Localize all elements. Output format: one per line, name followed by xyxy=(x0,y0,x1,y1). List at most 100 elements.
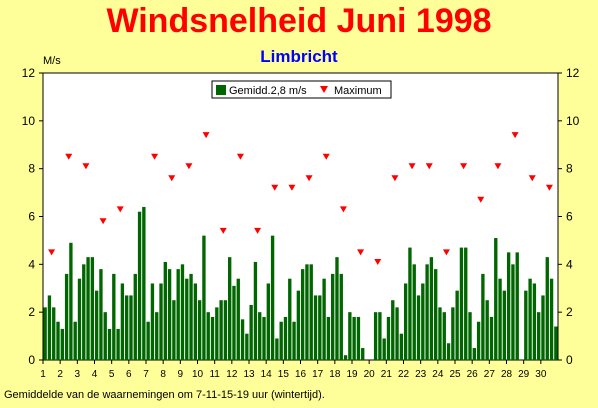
bar xyxy=(94,290,99,360)
maximum-marker xyxy=(322,153,330,160)
bar xyxy=(133,273,137,360)
x-tick-label: 2 xyxy=(57,369,63,380)
bar xyxy=(283,316,288,360)
bar xyxy=(554,326,558,360)
bar xyxy=(403,283,408,360)
maximum-marker xyxy=(151,153,159,160)
x-tick-label: 6 xyxy=(126,369,132,380)
maximum-series xyxy=(48,132,553,265)
bar xyxy=(386,316,391,360)
legend-box xyxy=(211,80,392,99)
bar xyxy=(438,307,442,360)
x-tick-label: 4 xyxy=(92,369,98,380)
x-tick-label: 22 xyxy=(398,369,410,380)
bar xyxy=(485,300,489,360)
bar xyxy=(279,321,283,360)
bar xyxy=(339,273,343,360)
chart-title: Windsnelheid Juni 1998 xyxy=(106,2,492,40)
y-tick-label-left: 4 xyxy=(28,257,35,271)
bar xyxy=(167,269,172,360)
x-tick-label: 24 xyxy=(432,369,444,380)
x-tick-label: 7 xyxy=(143,369,149,380)
bar xyxy=(52,307,56,360)
bar xyxy=(288,278,292,360)
bar xyxy=(176,269,180,360)
bar xyxy=(266,283,270,360)
maximum-marker xyxy=(116,206,124,213)
bar xyxy=(116,328,120,360)
bar xyxy=(528,278,532,360)
maximum-marker xyxy=(477,196,485,203)
maximum-marker xyxy=(254,227,262,234)
y-tick-label-right: 12 xyxy=(566,66,580,80)
x-tick-label: 25 xyxy=(449,369,461,380)
bar xyxy=(416,295,421,360)
bar xyxy=(206,312,210,360)
bar xyxy=(352,316,356,360)
bar-series xyxy=(43,206,558,360)
bar xyxy=(99,269,103,360)
bar xyxy=(425,264,429,360)
bar xyxy=(511,264,515,360)
maximum-marker xyxy=(545,184,553,191)
maximum-marker xyxy=(391,175,399,182)
maximum-marker xyxy=(168,175,176,182)
maximum-marker xyxy=(48,249,56,256)
y-tick-label-left: 6 xyxy=(28,210,35,224)
y-tick-label-right: 0 xyxy=(566,353,573,367)
x-tick-label: 18 xyxy=(329,369,341,380)
bar xyxy=(56,321,60,360)
bar xyxy=(77,278,82,360)
y-tick-label-left: 8 xyxy=(28,162,35,176)
maximum-marker xyxy=(357,249,365,256)
x-tick-label: 8 xyxy=(160,369,166,380)
bar xyxy=(163,261,167,360)
bar xyxy=(464,247,468,360)
y-tick-label-left: 0 xyxy=(28,353,35,367)
maximum-marker xyxy=(185,163,193,170)
bar xyxy=(125,295,129,360)
bar xyxy=(348,312,352,360)
bar xyxy=(180,264,185,360)
bar xyxy=(395,307,399,360)
bar xyxy=(318,295,322,360)
bar xyxy=(223,300,228,360)
bar xyxy=(185,278,189,360)
bar xyxy=(189,273,193,360)
maximum-marker xyxy=(408,163,416,170)
bar xyxy=(253,261,258,360)
maximum-marker xyxy=(528,175,536,182)
bar xyxy=(331,273,335,360)
bar xyxy=(112,273,116,360)
bar xyxy=(47,295,52,360)
y-tick-label-left: 10 xyxy=(22,114,36,128)
bar xyxy=(326,316,331,360)
bar xyxy=(472,348,476,360)
bar xyxy=(300,269,305,360)
bar xyxy=(275,338,279,360)
bar xyxy=(421,283,425,360)
x-tick-label: 11 xyxy=(209,369,220,380)
x-tick-label: 14 xyxy=(261,369,273,380)
x-tick-label: 17 xyxy=(312,369,324,380)
maximum-marker xyxy=(288,184,296,191)
legend-bar-label: Gemidd.2,8 m/s xyxy=(229,85,307,97)
bar xyxy=(262,316,266,360)
bar xyxy=(219,300,223,360)
bar xyxy=(90,257,95,360)
bar xyxy=(481,273,485,360)
bar xyxy=(356,316,361,360)
bar xyxy=(343,355,348,360)
bar xyxy=(335,257,339,360)
y-axis: 0 0 2 2 4 4 6 6 8 8 10 10 12 12 xyxy=(22,66,580,367)
y-tick-label-left: 2 xyxy=(28,305,35,319)
bar xyxy=(146,321,150,360)
bar xyxy=(245,333,249,360)
bar xyxy=(524,290,528,360)
bar xyxy=(549,278,554,360)
bar xyxy=(210,316,215,360)
bar xyxy=(455,290,459,360)
legend-marker-label: Maximum xyxy=(334,85,382,97)
bar xyxy=(193,283,198,360)
